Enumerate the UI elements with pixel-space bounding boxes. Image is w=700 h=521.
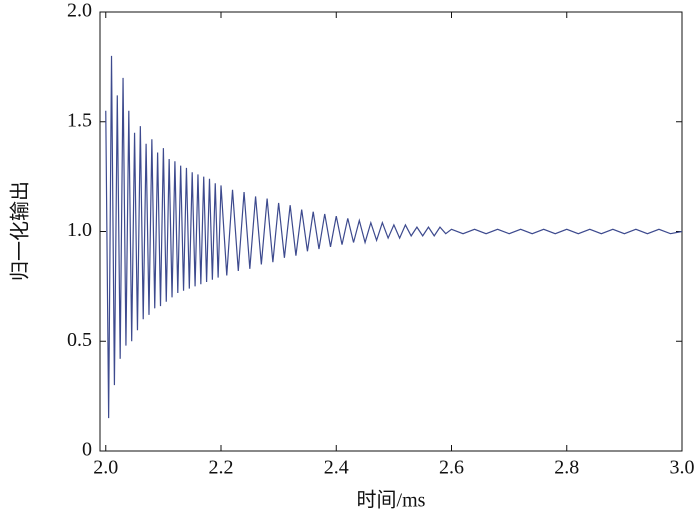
- x-tick-label: 2.2: [209, 457, 234, 479]
- x-tick-label: 2.0: [93, 457, 118, 479]
- signal-line: [105, 55, 683, 419]
- y-tick-label: 0: [82, 439, 92, 461]
- x-tick-label: 2.8: [554, 457, 579, 479]
- x-tick-label: 2.4: [324, 457, 349, 479]
- x-tick-label: 2.6: [439, 457, 464, 479]
- y-axis-label: 归一化输出: [9, 181, 32, 281]
- y-tick-label: 1.5: [67, 109, 92, 131]
- y-tick-label: 0.5: [67, 329, 92, 351]
- y-tick-label: 2.0: [67, 0, 92, 22]
- x-tick-label: 3.0: [670, 457, 695, 479]
- x-axis-label: 时间/ms: [357, 489, 426, 512]
- y-tick-label: 1.0: [67, 219, 92, 241]
